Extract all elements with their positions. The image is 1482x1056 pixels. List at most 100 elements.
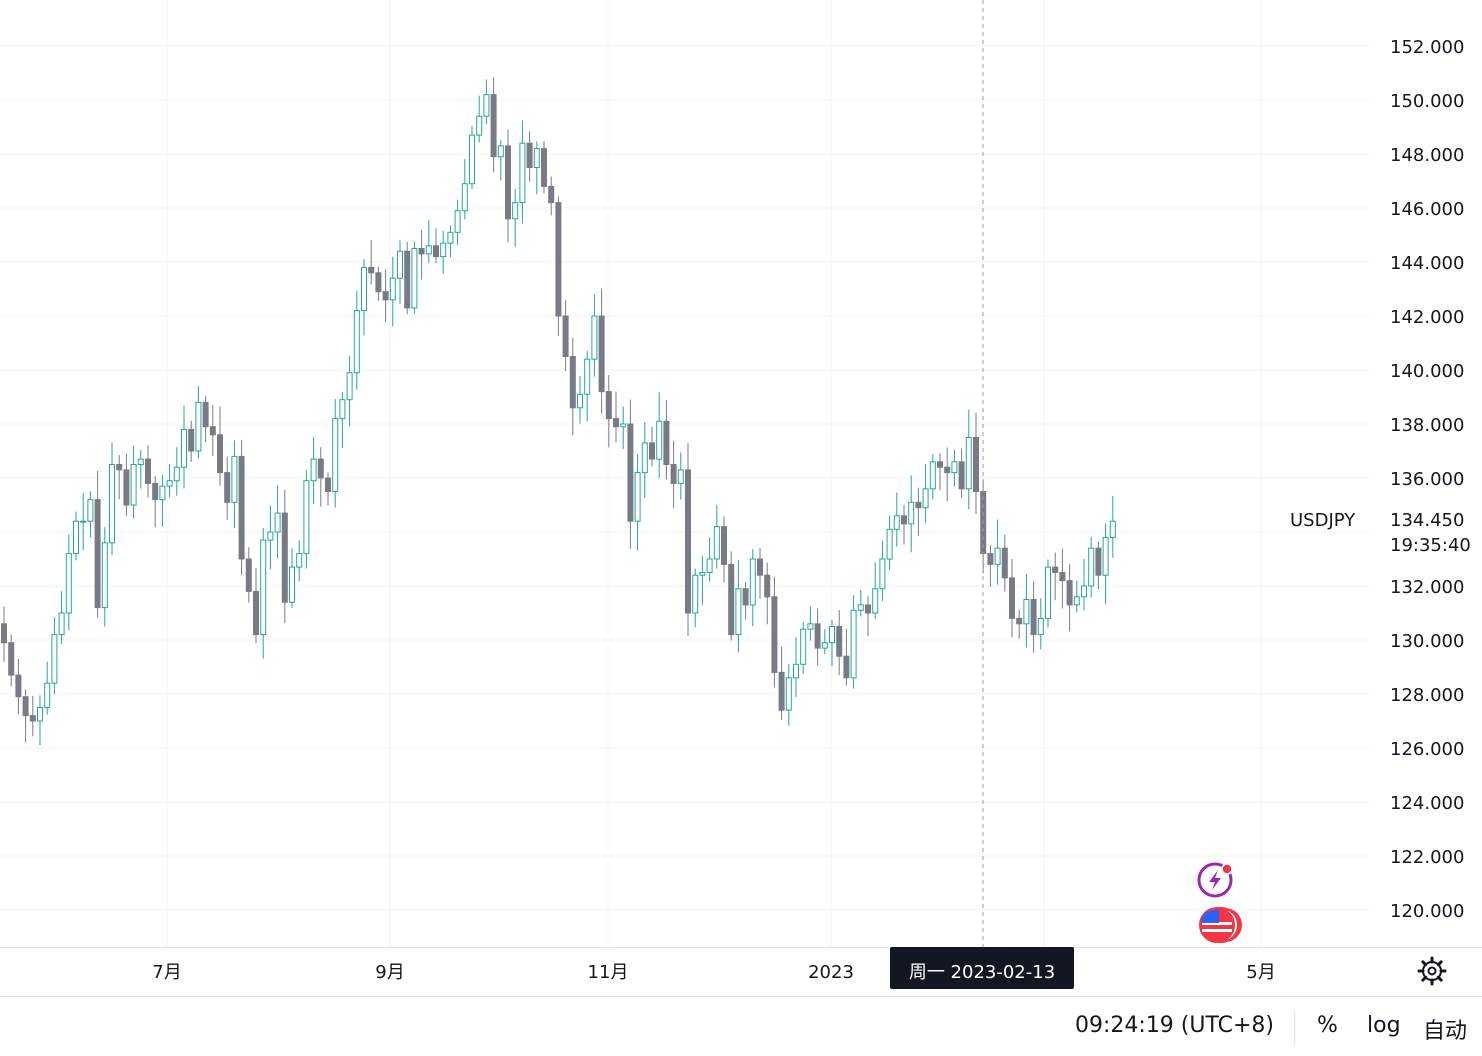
candle-body bbox=[181, 428, 187, 468]
candle-body bbox=[829, 626, 835, 644]
price-tick-label: 124.000 bbox=[1390, 793, 1464, 814]
price-tick-label: 120.000 bbox=[1390, 901, 1464, 922]
candle-body bbox=[627, 423, 634, 522]
clock-timezone-button[interactable]: 09:24:19 (UTC+8) bbox=[1075, 1013, 1275, 1038]
candle-body bbox=[1009, 577, 1015, 619]
us-flag-icon[interactable] bbox=[1199, 907, 1242, 943]
candle-body bbox=[173, 466, 180, 482]
candle-body bbox=[562, 315, 569, 357]
candle-body bbox=[598, 315, 605, 393]
candle-body bbox=[865, 604, 871, 614]
gear-inner bbox=[1427, 966, 1437, 976]
candle-body bbox=[58, 612, 65, 636]
price-tick-label: 132.000 bbox=[1390, 577, 1464, 598]
auto-scale-toggle[interactable]: 自动 bbox=[1423, 1019, 1468, 1044]
percent-scale-toggle[interactable]: % bbox=[1317, 1013, 1338, 1038]
flag-stripe bbox=[1202, 929, 1232, 932]
candle-body bbox=[296, 553, 303, 568]
candle-body bbox=[872, 588, 879, 614]
candle-body bbox=[634, 472, 641, 522]
candle-body bbox=[929, 461, 936, 490]
log-scale-toggle[interactable]: log bbox=[1367, 1013, 1401, 1038]
candle-body bbox=[505, 145, 511, 220]
candle-body bbox=[641, 442, 648, 474]
candle-body bbox=[332, 418, 339, 493]
time-tick-label: 7月 bbox=[152, 962, 181, 983]
candle-body bbox=[541, 148, 547, 187]
candle-body bbox=[915, 501, 922, 509]
price-axis[interactable]: 152.000 150.000 148.000 146.000 144.000 142.0… bbox=[1390, 37, 1464, 922]
candle-body bbox=[944, 466, 951, 474]
candle-body bbox=[195, 401, 202, 452]
candle-body bbox=[238, 455, 245, 560]
candle-body bbox=[908, 501, 915, 525]
candle-body bbox=[857, 604, 864, 611]
price-tick-label: 146.000 bbox=[1390, 199, 1464, 220]
candle-body bbox=[721, 526, 727, 565]
candle-body bbox=[382, 291, 389, 301]
time-tick-label: 5月 bbox=[1246, 962, 1275, 983]
candle-body bbox=[353, 310, 360, 374]
events-icon[interactable] bbox=[1197, 862, 1233, 898]
time-axis[interactable]: 7月 9月 11月 2023 5月 bbox=[152, 962, 1275, 983]
gear-tooth bbox=[1421, 960, 1428, 967]
notification-dot bbox=[1221, 863, 1233, 875]
candle-body bbox=[94, 499, 101, 609]
candle-body bbox=[1037, 617, 1044, 636]
candle-body bbox=[447, 231, 454, 244]
candle-body bbox=[404, 250, 411, 309]
price-tick-label: 152.000 bbox=[1390, 37, 1464, 58]
candle-body bbox=[613, 418, 619, 428]
candle-body bbox=[973, 437, 979, 492]
candle-body bbox=[843, 655, 850, 679]
candle-body bbox=[519, 142, 526, 204]
candle-body bbox=[901, 515, 907, 525]
candle-body bbox=[1030, 599, 1037, 636]
price-tick-label: 138.000 bbox=[1390, 415, 1464, 436]
candle-body bbox=[440, 242, 447, 258]
crosshair-date-box bbox=[890, 947, 1074, 989]
candle-body bbox=[764, 574, 771, 598]
candle-body bbox=[1088, 547, 1095, 587]
candle-body bbox=[836, 626, 843, 657]
candle-body bbox=[317, 458, 324, 479]
candle-body bbox=[1016, 617, 1023, 625]
candle-body bbox=[1001, 547, 1008, 579]
gear-tooth bbox=[1436, 960, 1443, 967]
last-price-label: 134.450 bbox=[1390, 510, 1464, 531]
candle-body bbox=[260, 539, 267, 636]
candle-body bbox=[80, 520, 87, 523]
bottom-toolbar: 09:24:19 (UTC+8) % log 自动 bbox=[0, 997, 1482, 1056]
candle-body bbox=[1081, 585, 1087, 598]
price-tick-label: 148.000 bbox=[1390, 145, 1464, 166]
candle-body bbox=[965, 437, 972, 490]
candle-body bbox=[159, 485, 166, 501]
candle-body bbox=[699, 572, 706, 576]
candle-body bbox=[361, 266, 367, 312]
candle-body bbox=[483, 94, 490, 117]
candle-body bbox=[778, 671, 785, 711]
candle-body bbox=[577, 393, 583, 409]
time-tick-label: 2023 bbox=[808, 962, 854, 983]
candle-body bbox=[37, 707, 43, 722]
candle-body bbox=[389, 277, 396, 301]
candle-body bbox=[303, 480, 310, 555]
candle-body bbox=[807, 623, 814, 630]
price-tick-label: 140.000 bbox=[1390, 361, 1464, 382]
candle-body bbox=[584, 358, 591, 395]
time-tick-label: 9月 bbox=[375, 962, 404, 983]
candle-body bbox=[137, 458, 144, 466]
candle-body bbox=[253, 590, 259, 636]
gear-icon[interactable] bbox=[1417, 956, 1447, 986]
candle-body bbox=[497, 145, 504, 158]
candle-body bbox=[22, 696, 29, 717]
candle-body bbox=[461, 183, 468, 212]
candle-body bbox=[1095, 547, 1102, 576]
candle-body bbox=[476, 115, 483, 136]
candle-body bbox=[469, 134, 475, 185]
candle-body bbox=[454, 210, 461, 233]
flag-stripe bbox=[1202, 922, 1232, 925]
candle-body bbox=[814, 623, 821, 649]
candle-body bbox=[677, 469, 684, 484]
